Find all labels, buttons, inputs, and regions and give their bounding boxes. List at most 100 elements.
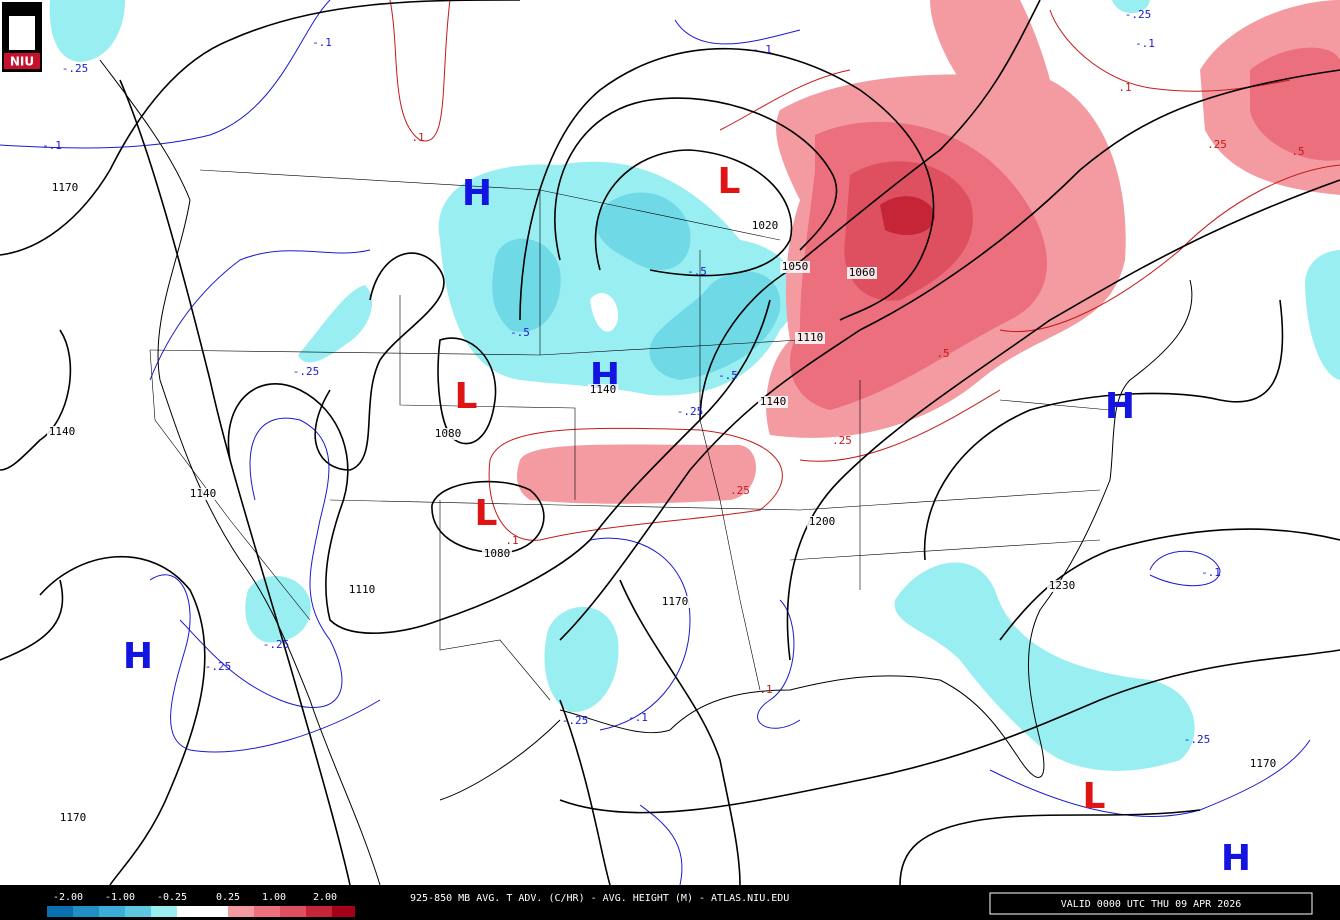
label-mask bbox=[188, 488, 218, 500]
height-label: 1170 bbox=[60, 811, 87, 824]
high-center: H bbox=[1105, 386, 1135, 427]
high-center: H bbox=[123, 636, 153, 677]
low-center: L bbox=[1083, 776, 1106, 817]
advection-label: .25 bbox=[730, 484, 750, 497]
advection-label: -.25 bbox=[677, 405, 704, 418]
valid-time: VALID 0000 UTC THU 09 APR 2026 bbox=[1061, 899, 1242, 910]
valid-box bbox=[989, 892, 1313, 915]
caption: 925-850 MB AVG. T ADV. (C/HR) - AVG. HEI… bbox=[410, 893, 789, 904]
label-mask bbox=[847, 267, 877, 279]
label-mask bbox=[347, 584, 377, 596]
advection-label: -.25 bbox=[263, 638, 290, 651]
advection-label: -.1 bbox=[752, 43, 772, 56]
height-labels: 1170 1140 1140 1170 1080 1080 1020 1050 1060 1110… bbox=[47, 181, 1278, 824]
color-bar-segment bbox=[73, 906, 99, 917]
label-mask bbox=[1047, 580, 1077, 592]
high-center: H bbox=[462, 173, 492, 214]
advection-labels: -.1 -.25 -.1 -.1 -.25 -.1 .1 .1 .25 .5 -.5 -.5 -.25 -… bbox=[42, 8, 1305, 746]
height-label: 1140 bbox=[49, 425, 76, 438]
label-mask bbox=[482, 548, 512, 560]
label-mask bbox=[780, 261, 810, 273]
height-contours bbox=[0, 0, 1340, 886]
color-bar-label: 2.00 bbox=[313, 892, 337, 903]
height-label: 1020 bbox=[752, 219, 779, 232]
height-label: 1080 bbox=[484, 547, 511, 560]
color-bar-label: 0.25 bbox=[216, 892, 240, 903]
advection-label: .1 bbox=[1118, 81, 1131, 94]
advection-label: .1 bbox=[411, 131, 424, 144]
color-bar-segment bbox=[306, 906, 332, 917]
advection-label: -.1 bbox=[312, 36, 332, 49]
height-label: 1110 bbox=[349, 583, 376, 596]
color-bar-segment bbox=[332, 906, 355, 917]
height-label: 1050 bbox=[782, 260, 809, 273]
logo-text: NIU bbox=[10, 55, 34, 69]
low-center: L bbox=[475, 493, 498, 534]
advection-label: -.5 bbox=[510, 326, 530, 339]
low-center: L bbox=[455, 376, 478, 417]
label-mask bbox=[50, 182, 80, 194]
advection-label: .25 bbox=[1207, 138, 1227, 151]
color-bar-segment bbox=[151, 906, 177, 917]
advection-label: .5 bbox=[936, 347, 949, 360]
label-mask bbox=[660, 596, 690, 608]
logo: NIU bbox=[2, 2, 42, 72]
color-bar-label: -2.00 bbox=[53, 892, 83, 903]
color-bar-segment bbox=[177, 906, 228, 917]
color-bar-segment bbox=[125, 906, 151, 917]
color-bar-segment bbox=[99, 906, 125, 917]
advection-label: .5 bbox=[1291, 145, 1304, 158]
advection-label: .25 bbox=[832, 434, 852, 447]
advection-label: -.1 bbox=[1135, 37, 1155, 50]
color-bar-segment bbox=[47, 906, 73, 917]
advection-label: -.25 bbox=[205, 660, 232, 673]
advection-label: -.25 bbox=[293, 365, 320, 378]
advection-label: -.1 bbox=[1201, 566, 1221, 579]
shaded-advection bbox=[49, 0, 1340, 771]
advection-label: -.25 bbox=[562, 714, 589, 727]
height-label: 1170 bbox=[1250, 757, 1277, 770]
height-label: 1230 bbox=[1049, 579, 1076, 592]
color-bar-segment bbox=[228, 906, 254, 917]
low-center: L bbox=[718, 161, 741, 202]
color-bar-labels: -2.00 -1.00 -0.25 0.25 1.00 2.00 bbox=[53, 892, 337, 903]
advection-label: -.5 bbox=[687, 265, 707, 278]
advection-label: .1 bbox=[505, 534, 518, 547]
advection-label: -.25 bbox=[62, 62, 89, 75]
height-label: 1170 bbox=[52, 181, 79, 194]
advection-label: -.25 bbox=[1184, 733, 1211, 746]
height-label: 1170 bbox=[662, 595, 689, 608]
label-mask bbox=[588, 384, 618, 396]
label-mask bbox=[1248, 758, 1278, 770]
height-label: 1140 bbox=[590, 383, 617, 396]
label-mask bbox=[58, 812, 88, 824]
logo-band bbox=[4, 53, 40, 69]
color-bar-segment bbox=[280, 906, 306, 917]
label-mask bbox=[758, 396, 788, 408]
advection-label: .1 bbox=[759, 683, 772, 696]
height-label: 1140 bbox=[190, 487, 217, 500]
height-label: 1140 bbox=[760, 395, 787, 408]
color-bar-label: -0.25 bbox=[157, 892, 187, 903]
height-label: 1200 bbox=[809, 515, 836, 528]
advection-label: -.1 bbox=[42, 139, 62, 152]
label-mask bbox=[750, 220, 780, 232]
color-bar-label: -1.00 bbox=[105, 892, 135, 903]
advection-label: -.25 bbox=[1125, 8, 1152, 21]
height-label: 1110 bbox=[797, 331, 824, 344]
height-label: 1060 bbox=[849, 266, 876, 279]
label-mask bbox=[795, 332, 825, 344]
color-bar-label: 1.00 bbox=[262, 892, 286, 903]
advection-contours bbox=[0, 0, 1340, 886]
height-label: 1080 bbox=[435, 427, 462, 440]
label-mask bbox=[47, 426, 77, 438]
high-center: H bbox=[1221, 838, 1251, 879]
color-bar bbox=[47, 906, 355, 917]
label-mask bbox=[433, 428, 463, 440]
logo-building bbox=[9, 16, 35, 50]
advection-label: -.1 bbox=[628, 711, 648, 724]
label-mask bbox=[807, 516, 837, 528]
color-bar-segment bbox=[254, 906, 280, 917]
